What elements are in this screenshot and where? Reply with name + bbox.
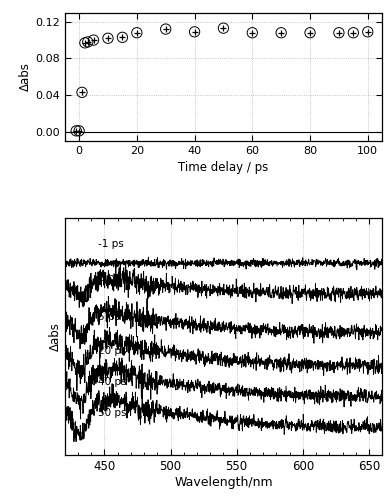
Point — [278, 29, 284, 37]
Point — [191, 28, 198, 36]
Point — [249, 29, 256, 37]
Point — [220, 24, 227, 32]
X-axis label: Wavelength/nm: Wavelength/nm — [174, 476, 273, 489]
Point — [134, 29, 140, 37]
Text: 5 ps: 5 ps — [98, 312, 120, 322]
X-axis label: Time delay / ps: Time delay / ps — [178, 161, 269, 175]
Point — [73, 127, 79, 135]
Point — [82, 39, 88, 47]
Y-axis label: Δabs: Δabs — [49, 322, 62, 351]
Point — [76, 127, 82, 135]
Point — [307, 29, 313, 37]
Point — [365, 28, 371, 36]
Text: 40 ps: 40 ps — [98, 377, 126, 387]
Point — [163, 25, 169, 33]
Point — [336, 29, 342, 37]
Point — [105, 34, 111, 42]
Text: 2 ps: 2 ps — [98, 273, 120, 283]
Point — [119, 33, 125, 41]
Text: 50 ps: 50 ps — [98, 408, 126, 418]
Text: -1 ps: -1 ps — [98, 239, 123, 249]
Y-axis label: Δabs: Δabs — [19, 62, 32, 91]
Point — [85, 38, 91, 46]
Point — [79, 89, 85, 97]
Text: 20 ps: 20 ps — [98, 346, 126, 356]
Point — [91, 36, 97, 44]
Point — [350, 29, 356, 37]
